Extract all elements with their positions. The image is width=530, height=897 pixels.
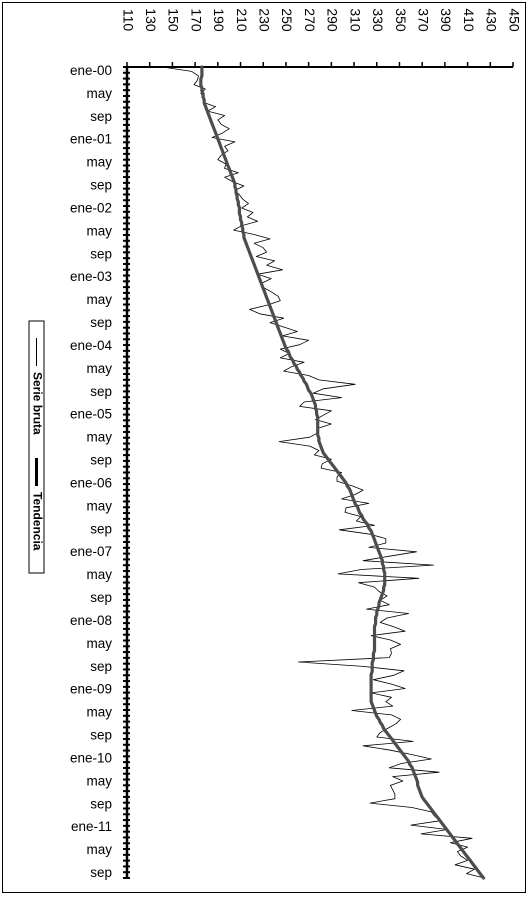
- time-label: sep: [90, 453, 112, 468]
- time-label: ene-02: [70, 200, 112, 215]
- time-label: sep: [90, 315, 112, 330]
- time-label: may: [86, 498, 112, 513]
- time-label: ene-06: [70, 475, 112, 490]
- time-label: may: [86, 430, 112, 445]
- value-tick-label: 150: [166, 8, 182, 32]
- legend: Serie bruta Tendencia: [28, 320, 45, 574]
- time-label: ene-03: [70, 269, 112, 284]
- time-label: ene-08: [70, 613, 112, 628]
- time-label: ene-05: [70, 407, 112, 422]
- trend-line: [199, 65, 486, 880]
- time-label: sep: [90, 109, 112, 124]
- time-label: may: [86, 361, 112, 376]
- time-label: may: [86, 155, 112, 170]
- raw-series-line: [161, 66, 486, 879]
- time-label: ene-09: [70, 682, 112, 697]
- value-tick-label: 270: [302, 8, 318, 32]
- time-label: ene-00: [70, 63, 112, 78]
- time-label: ene-10: [70, 750, 112, 765]
- axis-layer: 110 130 150 170 190 210 230 250 270 290 310 330 350 3…: [70, 8, 522, 880]
- time-label: may: [86, 292, 112, 307]
- value-tick-label: 310: [347, 8, 363, 32]
- time-label: ene-07: [70, 544, 112, 559]
- time-label: sep: [90, 521, 112, 536]
- value-tick-label: 430: [484, 8, 500, 32]
- time-label: sep: [90, 865, 112, 880]
- time-label: may: [86, 705, 112, 720]
- time-label: ene-11: [71, 819, 112, 834]
- legend-label: Tendencia: [30, 492, 44, 551]
- time-label: sep: [90, 659, 112, 674]
- value-tick-label: 170: [188, 8, 204, 32]
- time-label: may: [86, 773, 112, 788]
- value-tick-label: 290: [325, 8, 341, 32]
- legend-label: Serie bruta: [30, 372, 44, 435]
- value-tick-label: 250: [279, 8, 295, 32]
- value-tick-label: 210: [234, 8, 250, 32]
- time-label: may: [86, 636, 112, 651]
- time-label: sep: [90, 246, 112, 261]
- time-label: may: [86, 567, 112, 582]
- time-label: may: [86, 86, 112, 101]
- value-tick-label: 230: [257, 8, 273, 32]
- time-label: may: [86, 842, 112, 857]
- time-label: ene-04: [70, 338, 113, 353]
- time-label: sep: [90, 178, 112, 193]
- value-tick-label: 370: [415, 8, 431, 32]
- time-label: sep: [90, 384, 112, 399]
- time-label: sep: [90, 590, 112, 605]
- value-tick-label: 410: [461, 8, 477, 32]
- value-tick-label: 130: [143, 8, 159, 32]
- value-tick-label: 390: [438, 8, 454, 32]
- value-tick-label: 350: [393, 8, 409, 32]
- time-label: sep: [90, 796, 112, 811]
- time-label: sep: [90, 728, 112, 743]
- value-tick-label: 110: [120, 9, 136, 32]
- time-label: may: [86, 223, 112, 238]
- legend-frame: [28, 320, 45, 574]
- series-layer: [161, 65, 486, 880]
- value-tick-label: 190: [211, 8, 227, 32]
- time-label: ene-01: [70, 132, 112, 147]
- value-tick-label: 450: [506, 8, 522, 32]
- value-tick-label: 330: [370, 8, 386, 32]
